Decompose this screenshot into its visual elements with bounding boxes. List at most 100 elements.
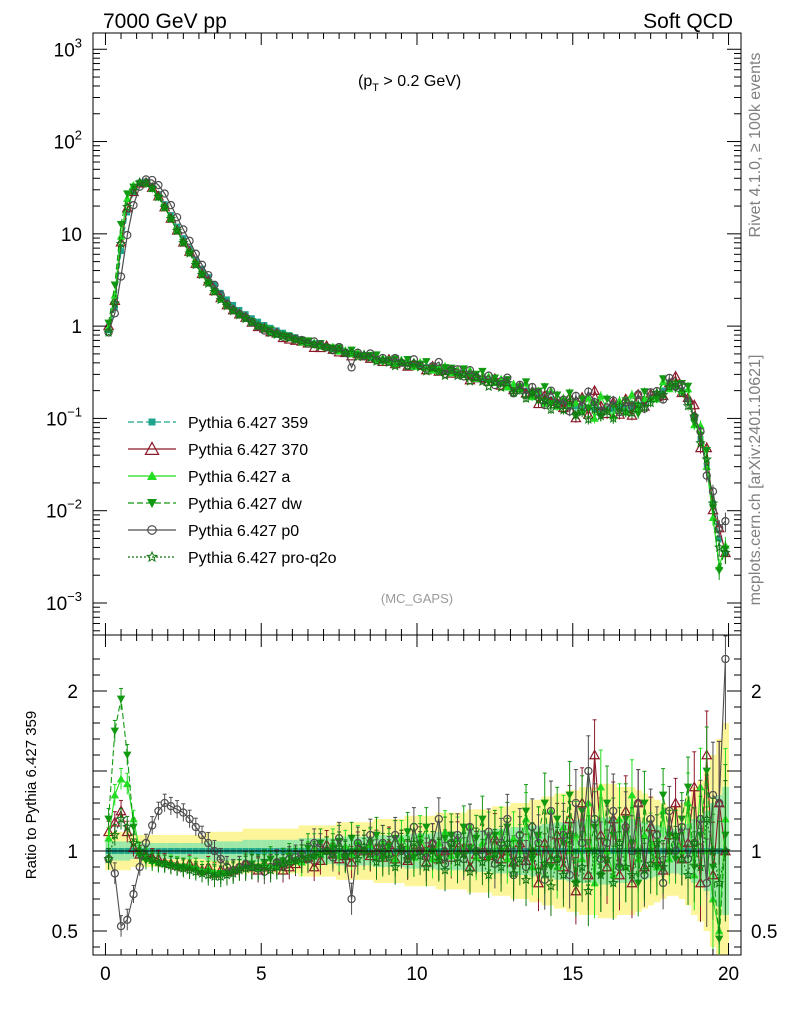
series-ratio-marker — [502, 837, 513, 848]
series-ratio-marker — [721, 654, 730, 664]
series-ratio-marker — [148, 821, 157, 830]
series-main-marker — [702, 447, 711, 455]
series-ratio-marker — [614, 837, 625, 848]
series-main-marker — [434, 357, 443, 367]
series-ratio-marker — [109, 829, 121, 840]
series-ratio-marker — [403, 828, 412, 836]
series-ratio-marker — [159, 858, 170, 869]
series-ratio-marker — [196, 867, 208, 878]
y-tick-label: 10 — [61, 225, 82, 246]
series-main-marker — [503, 382, 512, 391]
series-ratio-marker — [495, 861, 507, 872]
series-main-marker — [403, 355, 412, 364]
series-ratio-marker — [110, 869, 119, 878]
series-main-marker — [203, 278, 214, 289]
series-ratio-marker — [689, 837, 700, 848]
series-main-marker — [271, 329, 283, 340]
series-main-marker — [527, 387, 538, 398]
series-ratio-marker — [657, 861, 669, 872]
series-main-marker — [571, 398, 581, 406]
series-main-marker — [115, 238, 127, 249]
series-ratio-marker — [665, 806, 674, 816]
series-ratio-marker — [477, 856, 488, 867]
series-ratio-marker — [391, 830, 400, 840]
series-main-marker — [708, 513, 718, 522]
series-main-marker — [483, 381, 494, 392]
series-ratio-marker — [377, 845, 388, 856]
series-main-marker — [601, 406, 613, 416]
series-main-marker — [414, 361, 426, 372]
series-ratio-marker — [483, 869, 494, 880]
series-ratio-marker — [533, 864, 544, 875]
series-ratio-marker — [540, 799, 549, 808]
series-ratio-marker — [296, 853, 307, 864]
series-main-marker — [670, 377, 681, 388]
series-main-marker — [696, 427, 705, 436]
series-main-marker — [190, 259, 202, 270]
series-main-marker — [184, 247, 195, 258]
series-ratio-marker — [408, 837, 420, 848]
y-tick-label: 1 — [71, 317, 82, 338]
series-main-marker — [153, 191, 164, 202]
series-main-marker — [109, 297, 121, 308]
series-main-marker — [165, 213, 177, 224]
series-ratio-marker — [134, 845, 145, 856]
series-ratio-marker — [396, 842, 407, 853]
series-ratio-marker — [669, 797, 682, 808]
series-ratio-marker — [414, 850, 426, 861]
series-ratio-marker — [695, 861, 706, 872]
series-main-marker — [552, 391, 562, 400]
series-main-marker — [390, 359, 400, 368]
series-ratio-marker — [327, 848, 339, 859]
series-main-marker — [440, 364, 450, 372]
series-main-marker — [570, 409, 582, 420]
series-main-marker — [588, 384, 601, 396]
series-main-marker — [402, 360, 413, 371]
series-ratio-marker — [658, 791, 668, 800]
x-tick-label: 0 — [100, 964, 111, 985]
series-main-marker — [227, 305, 239, 316]
series-ratio-marker — [634, 798, 643, 808]
series-main-marker — [708, 487, 718, 496]
series-ratio-marker — [651, 837, 663, 848]
series-ratio-marker — [204, 838, 213, 848]
series-ratio-marker — [116, 695, 126, 704]
series-ratio-marker — [171, 861, 183, 872]
series-main-marker — [514, 385, 526, 396]
series-ratio-marker — [434, 814, 443, 824]
series-main-marker — [571, 391, 581, 401]
series-0 — [105, 178, 729, 854]
y-tick-label: 103 — [54, 35, 82, 61]
series-ratio-marker — [601, 853, 613, 864]
series-main-marker — [551, 398, 563, 409]
series-main-marker — [609, 396, 618, 405]
series-ratio-marker — [645, 858, 656, 869]
series-main-marker — [634, 390, 643, 399]
main-plot-frame — [92, 32, 742, 636]
series-main-marker — [477, 376, 488, 386]
series-ratio-marker — [682, 869, 694, 880]
series-main-marker — [390, 355, 400, 363]
series-main-marker — [110, 291, 120, 299]
series-main-marker — [577, 395, 587, 404]
series-ratio-marker — [116, 774, 126, 783]
series-ratio-marker — [478, 815, 487, 824]
y-tick-label: 10−2 — [46, 497, 82, 523]
series-main-marker — [565, 389, 574, 398]
series-main-marker — [433, 366, 445, 377]
series-main-marker — [464, 375, 476, 386]
series-ratio-marker — [122, 821, 133, 832]
series-main-marker — [689, 410, 700, 421]
series-main-marker — [396, 356, 407, 367]
series-ratio-marker — [571, 798, 581, 808]
series-main-marker — [632, 399, 644, 410]
ratio-y-tick-label: 2 — [67, 682, 78, 703]
series-ratio-marker — [453, 830, 462, 840]
series-main-marker — [576, 406, 588, 417]
series-ratio-marker — [514, 853, 526, 864]
series-ratio-marker — [216, 854, 225, 864]
series-ratio-marker — [203, 869, 214, 880]
series-ratio-marker — [352, 853, 364, 864]
series-ratio-marker — [620, 861, 631, 872]
